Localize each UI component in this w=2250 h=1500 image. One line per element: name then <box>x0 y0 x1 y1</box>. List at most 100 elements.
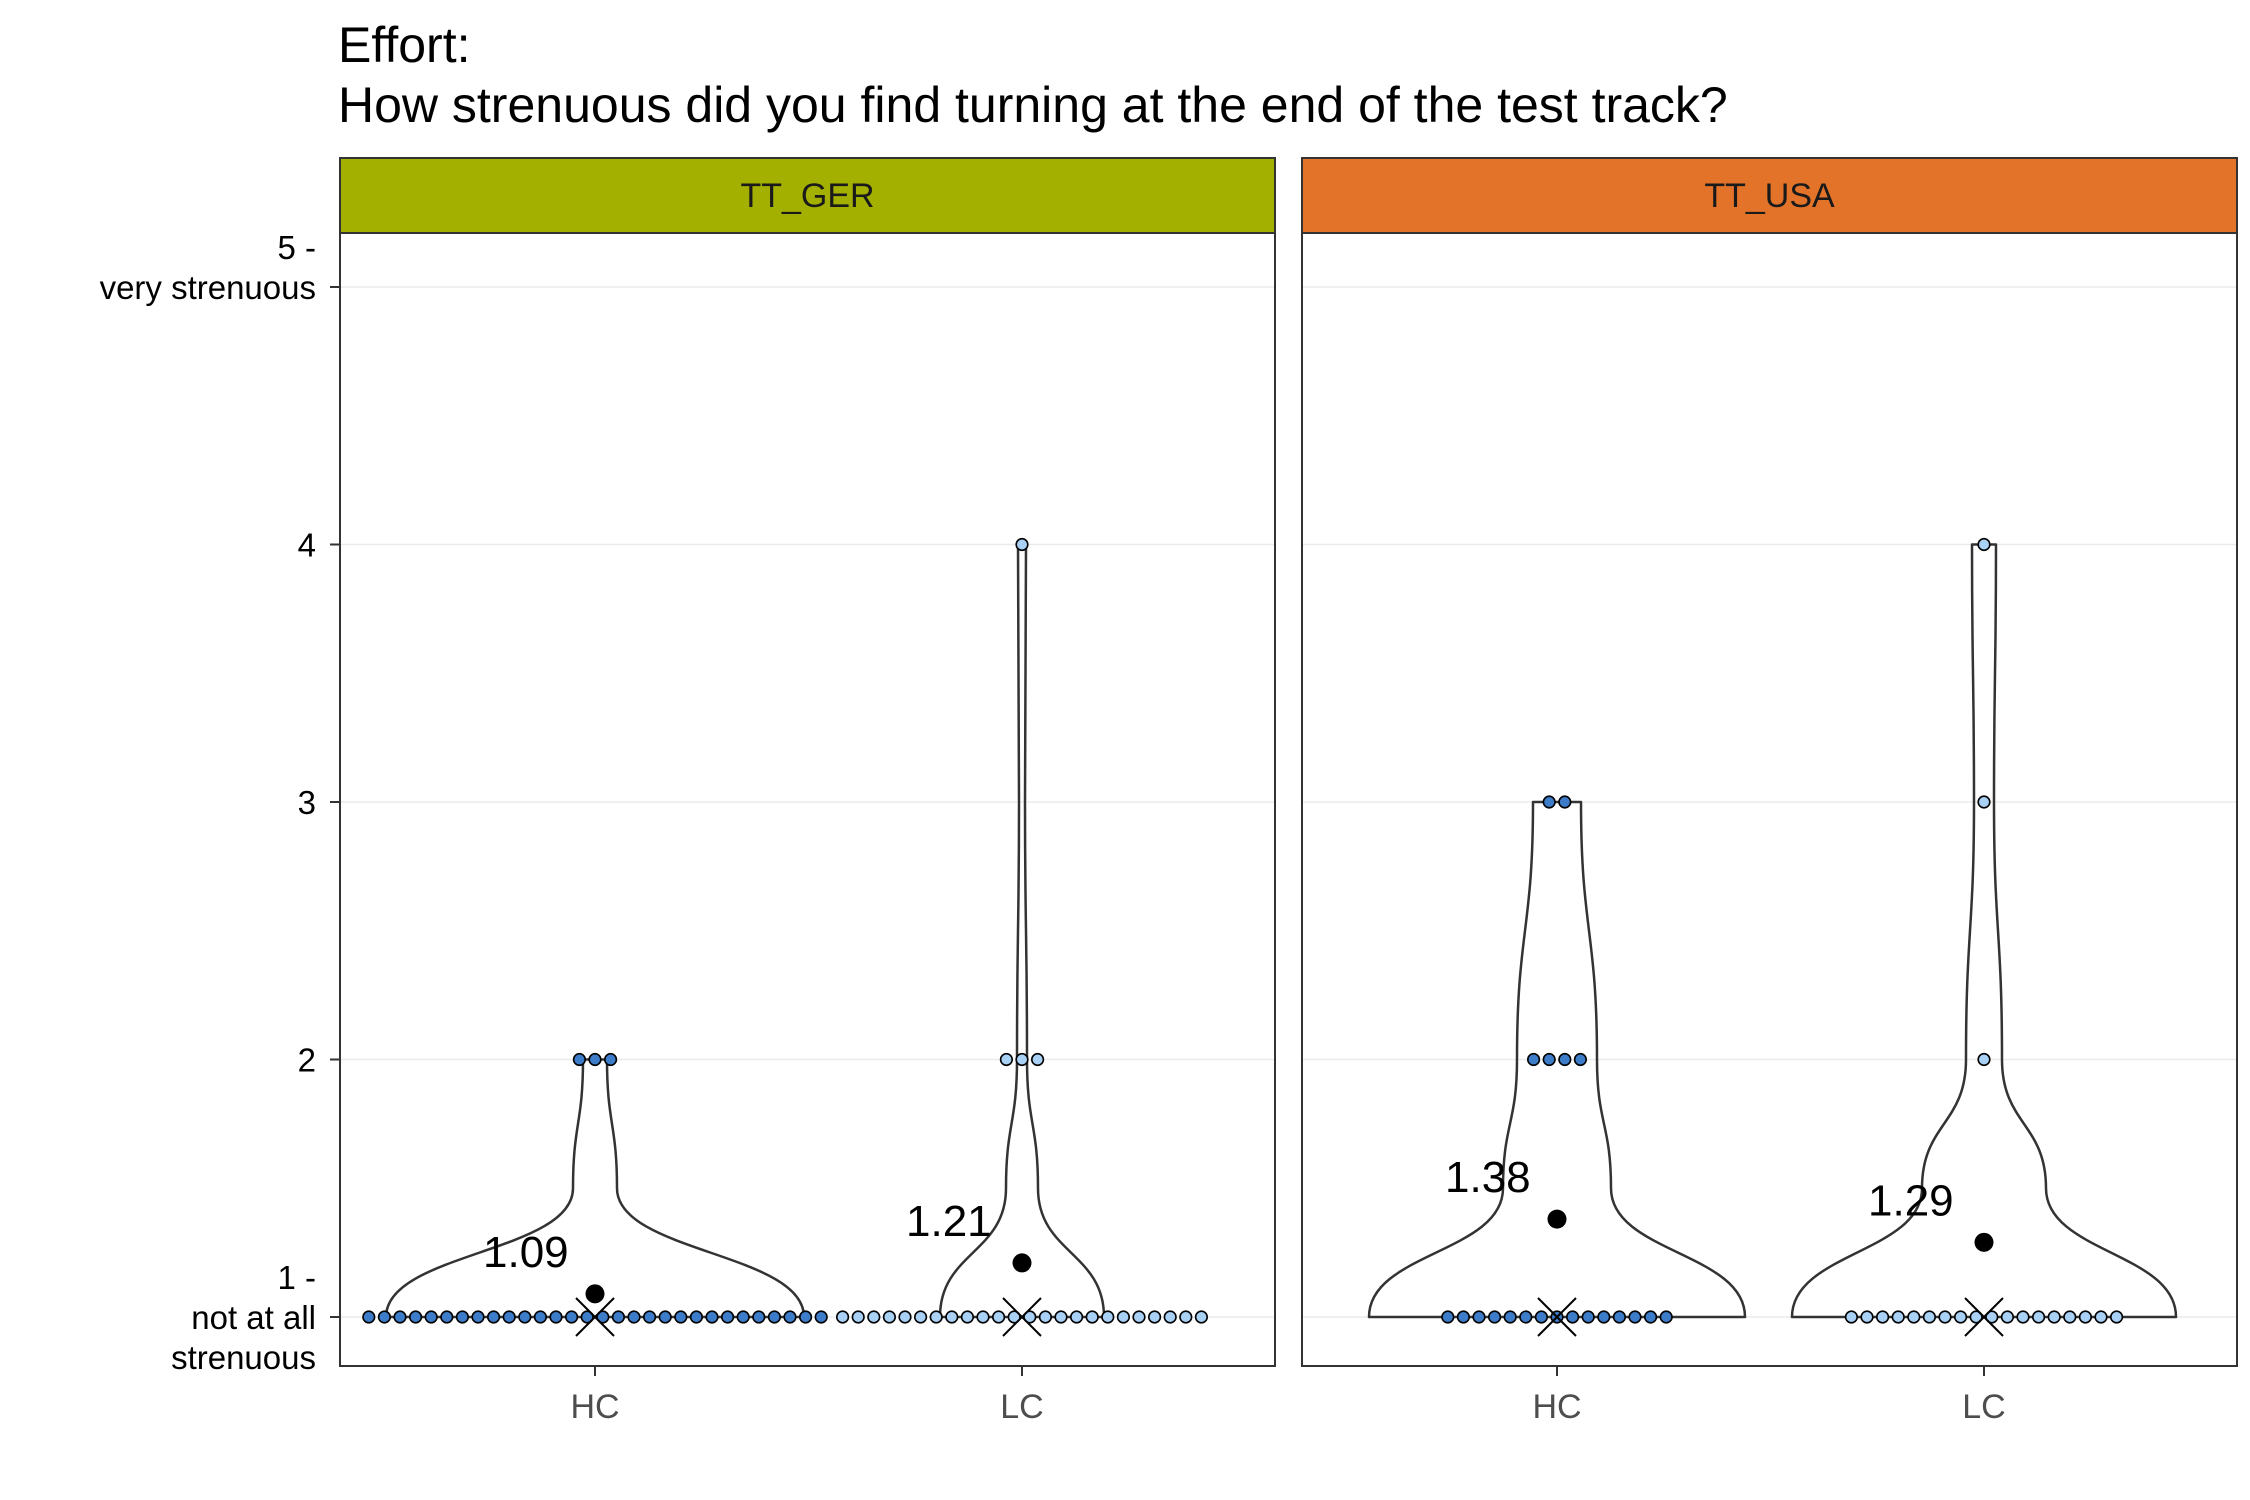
data-point <box>835 1310 850 1324</box>
data-point <box>1007 1310 1021 1324</box>
chart-title-line1: Effort: <box>338 17 470 73</box>
data-point <box>2047 1310 2061 1324</box>
data-point <box>440 1310 454 1324</box>
violin-outline <box>1790 543 2178 1319</box>
facet-TT_GER: TT_GER 1.09 HC 1.21 LC <box>339 157 1276 1426</box>
data-point <box>502 1310 516 1324</box>
data-point <box>882 1310 897 1324</box>
data-point <box>1069 1310 1084 1324</box>
y-tick-label-2-0: 3 <box>298 784 316 821</box>
data-point <box>1015 537 1029 552</box>
data-point <box>455 1310 470 1324</box>
x-tick-label: LC <box>1000 1388 1043 1426</box>
data-point <box>991 1310 1006 1324</box>
y-tick-label-3-0: 4 <box>298 527 316 564</box>
data-point <box>1163 1310 1177 1324</box>
data-point <box>2000 1310 2014 1324</box>
data-point <box>596 1310 610 1324</box>
data-point <box>1977 537 1991 552</box>
data-point <box>1907 1310 1921 1324</box>
data-point <box>945 1310 959 1324</box>
data-point <box>1558 795 1572 809</box>
data-point <box>1875 1310 1890 1324</box>
data-point <box>960 1310 975 1324</box>
data-point <box>1441 1310 1455 1324</box>
x-tick-label: HC <box>570 1388 619 1426</box>
panel-border <box>339 232 1276 1367</box>
data-point <box>1659 1310 1673 1324</box>
facet-TT_USA: TT_USA 1.38 HC 1.29 LC <box>1301 157 2238 1426</box>
data-point <box>533 1310 548 1324</box>
mean-label: 1.29 <box>1868 1176 1954 1225</box>
data-point <box>1472 1310 1486 1324</box>
data-point <box>929 1310 943 1324</box>
data-point <box>627 1310 641 1324</box>
y-tick-label-0-2: strenuous <box>171 1339 316 1376</box>
data-point <box>1977 795 1991 809</box>
data-point <box>588 1052 602 1067</box>
data-point <box>2016 1310 2030 1324</box>
data-point <box>705 1310 719 1324</box>
data-point <box>487 1310 501 1324</box>
data-point <box>564 1310 579 1324</box>
mean-point <box>585 1284 605 1304</box>
mean-label: 1.09 <box>483 1228 569 1277</box>
data-point <box>867 1310 881 1324</box>
x-tick-label: LC <box>1962 1388 2005 1426</box>
data-point <box>674 1310 688 1324</box>
data-point <box>1194 1310 1208 1324</box>
violin-outline <box>384 1058 806 1319</box>
data-point <box>767 1310 782 1324</box>
data-point <box>611 1310 626 1324</box>
chart-title-line2: How strenuous did you find turning at th… <box>338 77 1728 133</box>
data-point <box>2063 1310 2077 1324</box>
median-marker <box>1002 1297 1042 1337</box>
data-point <box>689 1310 704 1324</box>
panel-border <box>1301 232 2238 1367</box>
data-point <box>1938 1310 1952 1324</box>
data-point <box>603 1052 618 1067</box>
group-TT_USA-HC: 1.38 HC <box>1367 795 1747 1426</box>
data-point <box>1542 795 1556 809</box>
data-point <box>1643 1310 1658 1324</box>
y-tick-label-1-0: 2 <box>298 1042 316 1079</box>
data-point <box>1977 1052 1991 1067</box>
data-point <box>798 1310 813 1324</box>
data-point <box>362 1310 376 1324</box>
mean-point <box>1012 1253 1032 1273</box>
data-point <box>2078 1310 2092 1324</box>
data-point <box>1038 1310 1052 1324</box>
data-point <box>1085 1310 1099 1324</box>
data-point <box>1628 1310 1642 1324</box>
mean-point <box>1974 1232 1994 1252</box>
facet-strip-label: TT_USA <box>1704 177 1835 215</box>
data-point <box>580 1310 594 1324</box>
data-point <box>720 1310 735 1324</box>
median-marker <box>575 1297 615 1337</box>
data-point <box>1891 1310 1905 1324</box>
data-point <box>1487 1310 1502 1324</box>
group-TT_GER-LC: 1.21 LC <box>835 537 1208 1426</box>
group-TT_GER-HC: 1.09 HC <box>362 1052 828 1426</box>
data-point <box>2110 1310 2124 1324</box>
x-tick-label: HC <box>1532 1388 1581 1426</box>
data-point <box>2031 1310 2046 1324</box>
data-point <box>518 1310 532 1324</box>
data-point <box>1030 1052 1045 1067</box>
data-point <box>783 1310 797 1324</box>
data-point <box>1054 1310 1068 1324</box>
data-point <box>1534 1310 1548 1324</box>
data-point <box>424 1310 438 1324</box>
data-point <box>1015 1052 1029 1067</box>
facet-strip <box>1301 157 2238 234</box>
data-point <box>752 1310 766 1324</box>
facet-strip <box>339 157 1276 234</box>
y-tick-label-0-1: not at all <box>191 1299 316 1336</box>
data-point <box>1519 1310 1533 1324</box>
violin-outline <box>1367 800 1747 1319</box>
data-point <box>377 1310 392 1324</box>
data-point <box>572 1052 587 1067</box>
data-point <box>1116 1310 1130 1324</box>
